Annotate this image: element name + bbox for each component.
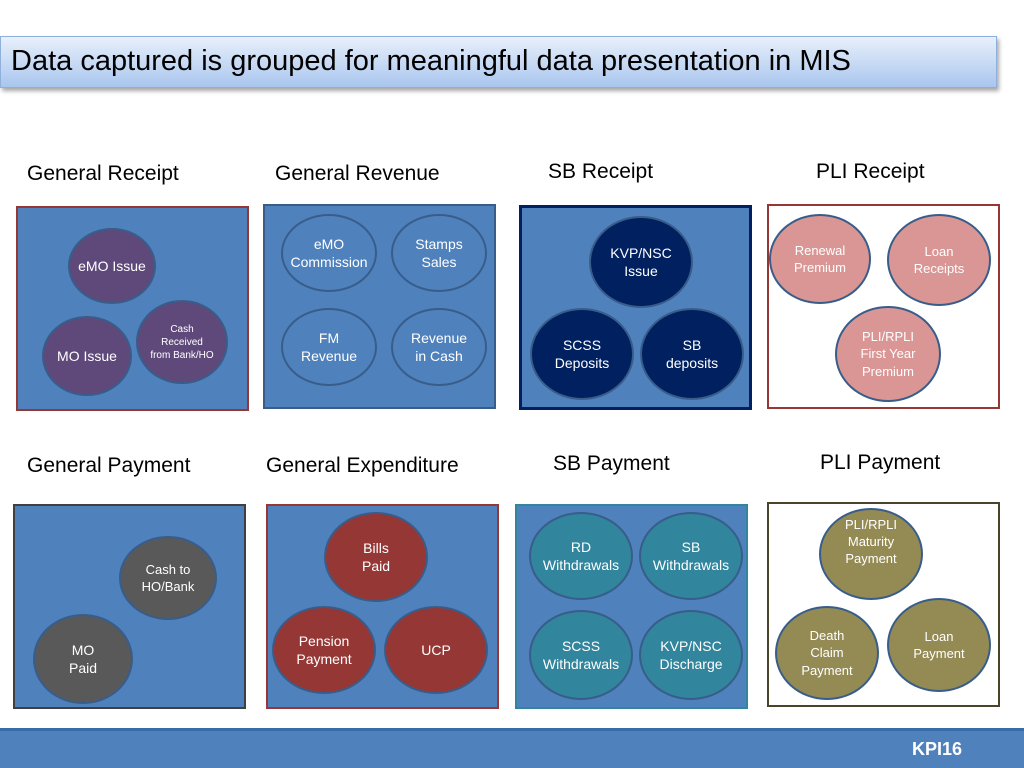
node-loan-payment: Loan Payment bbox=[887, 598, 991, 692]
sb-receipt-label: SB Receipt bbox=[548, 160, 654, 183]
node-mo-issue: MO Issue bbox=[42, 316, 132, 396]
node-bills-paid: Bills Paid bbox=[324, 512, 428, 602]
node-rd-withdrawals: RD Withdrawals bbox=[529, 512, 633, 600]
sb-receipt-box: KVP/NSC Issue SCSS Deposits SB deposits bbox=[519, 205, 752, 410]
pli-receipt-label: PLI Receipt bbox=[816, 160, 925, 183]
general-expenditure-label: General Expenditure bbox=[266, 454, 459, 477]
general-revenue-box: eMO Commission Stamps Sales FM Revenue R… bbox=[263, 204, 496, 409]
pli-payment-box: PLI/RPLI Maturity Payment Death Claim Pa… bbox=[767, 502, 1000, 707]
node-scss-withdrawals: SCSS Withdrawals bbox=[529, 610, 633, 700]
node-sb-deposits: SB deposits bbox=[640, 308, 744, 400]
general-receipt-label: General Receipt bbox=[27, 162, 179, 185]
title-bar: Data captured is grouped for meaningful … bbox=[0, 36, 997, 88]
sb-payment-label: SB Payment bbox=[553, 452, 670, 475]
node-stamps-sales: Stamps Sales bbox=[391, 214, 487, 292]
general-payment-label: General Payment bbox=[27, 454, 191, 477]
node-pension-payment: Pension Payment bbox=[272, 606, 376, 694]
node-loan-receipts: Loan Receipts bbox=[887, 214, 991, 306]
node-sb-withdrawals: SB Withdrawals bbox=[639, 512, 743, 600]
node-ucp: UCP bbox=[384, 606, 488, 694]
node-pli-rpli-maturity-payment: PLI/RPLI Maturity Payment bbox=[819, 508, 923, 600]
node-emo-issue: eMO Issue bbox=[68, 228, 156, 304]
node-pli-rpli-first-year-premium: PLI/RPLI First Year Premium bbox=[835, 306, 941, 402]
slide-title: Data captured is grouped for meaningful … bbox=[11, 45, 851, 77]
node-mo-paid: MO Paid bbox=[33, 614, 133, 704]
node-kvp-nsc-discharge: KVP/NSC Discharge bbox=[639, 610, 743, 700]
slide-code: KPI16 bbox=[911, 739, 962, 759]
node-renewal-premium: Renewal Premium bbox=[769, 214, 871, 304]
node-scss-deposits: SCSS Deposits bbox=[530, 308, 634, 400]
node-death-claim-payment: Death Claim Payment bbox=[775, 606, 879, 700]
pli-receipt-box: Renewal Premium Loan Receipts PLI/RPLI F… bbox=[767, 204, 1000, 409]
node-fm-revenue: FM Revenue bbox=[281, 308, 377, 386]
node-revenue-in-cash: Revenue in Cash bbox=[391, 308, 487, 386]
node-emo-commission: eMO Commission bbox=[281, 214, 377, 292]
pli-payment-label: PLI Payment bbox=[820, 451, 941, 474]
general-receipt-box: eMO Issue MO Issue Cash Received from Ba… bbox=[16, 206, 249, 411]
node-cash-received-from-bank-ho: Cash Received from Bank/HO bbox=[136, 300, 228, 384]
general-revenue-label: General Revenue bbox=[275, 162, 440, 185]
general-expenditure-box: Bills Paid Pension Payment UCP bbox=[266, 504, 499, 709]
footer-bar: KPI16 bbox=[0, 728, 1024, 768]
node-cash-to-ho-bank: Cash to HO/Bank bbox=[119, 536, 217, 620]
sb-payment-box: RD Withdrawals SB Withdrawals SCSS Withd… bbox=[515, 504, 748, 709]
node-kvp-nsc-issue: KVP/NSC Issue bbox=[589, 216, 693, 308]
general-payment-box: Cash to HO/Bank MO Paid bbox=[13, 504, 246, 709]
